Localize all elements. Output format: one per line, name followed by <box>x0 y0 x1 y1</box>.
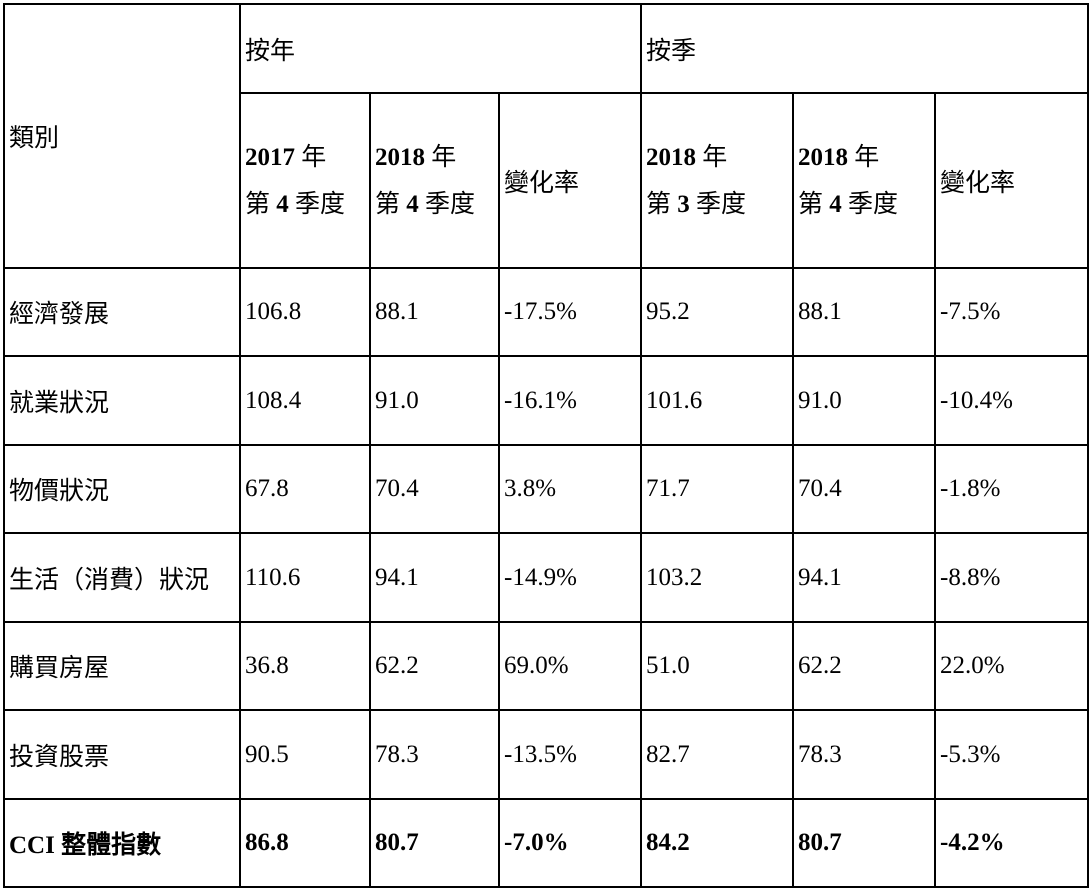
cell: 103.2 <box>640 532 794 623</box>
row-label: 物價狀況 <box>3 444 241 534</box>
cell: 95.2 <box>640 267 794 357</box>
cell: 62.2 <box>369 621 500 711</box>
cell: 94.1 <box>792 532 936 623</box>
cell: 82.7 <box>640 709 794 800</box>
cell: 69.0% <box>498 621 642 711</box>
total-cell: 84.2 <box>640 798 794 888</box>
row-label: 生活（消費）狀況 <box>3 532 241 623</box>
row-label: 就業狀況 <box>3 355 241 446</box>
cell: 110.6 <box>239 532 371 623</box>
total-cell: 86.8 <box>239 798 371 888</box>
table-row: 購買房屋 36.8 62.2 69.0% 51.0 62.2 22.0% <box>3 621 1089 711</box>
cell: 91.0 <box>792 355 936 446</box>
row-label: 經濟發展 <box>3 267 241 357</box>
cell: 88.1 <box>369 267 500 357</box>
cell: 94.1 <box>369 532 500 623</box>
header-col-2018q3: 2018 年 第 3 季度 <box>640 92 794 269</box>
cell: -8.8% <box>934 532 1089 623</box>
cell: 91.0 <box>369 355 500 446</box>
cell: 78.3 <box>369 709 500 800</box>
cell: 67.8 <box>239 444 371 534</box>
cell: -1.8% <box>934 444 1089 534</box>
cell: 108.4 <box>239 355 371 446</box>
header-change-qoq: 變化率 <box>934 92 1089 269</box>
cell: 62.2 <box>792 621 936 711</box>
table-row: 經濟發展 106.8 88.1 -17.5% 95.2 88.1 -7.5% <box>3 267 1089 357</box>
cell: -14.9% <box>498 532 642 623</box>
total-cell: -7.0% <box>498 798 642 888</box>
total-label: CCI 整體指數 <box>3 798 241 888</box>
header-col-2018q4-qoq: 2018 年 第 4 季度 <box>792 92 936 269</box>
header-yoy: 按年 <box>239 3 642 94</box>
header-qoq: 按季 <box>640 3 1089 94</box>
header-col-2017q4: 2017 年 第 4 季度 <box>239 92 371 269</box>
table-row: 生活（消費）狀況 110.6 94.1 -14.9% 103.2 94.1 -8… <box>3 532 1089 623</box>
cell: 78.3 <box>792 709 936 800</box>
cell: -13.5% <box>498 709 642 800</box>
cell: 101.6 <box>640 355 794 446</box>
total-cell: 80.7 <box>792 798 936 888</box>
cell: 71.7 <box>640 444 794 534</box>
header-category: 類別 <box>3 3 241 269</box>
cell: 106.8 <box>239 267 371 357</box>
table-row: 物價狀況 67.8 70.4 3.8% 71.7 70.4 -1.8% <box>3 444 1089 534</box>
cell: 88.1 <box>792 267 936 357</box>
cell: -7.5% <box>934 267 1089 357</box>
cell: -17.5% <box>498 267 642 357</box>
row-label: 購買房屋 <box>3 621 241 711</box>
total-cell: 80.7 <box>369 798 500 888</box>
table-row: 就業狀況 108.4 91.0 -16.1% 101.6 91.0 -10.4% <box>3 355 1089 446</box>
cell: 51.0 <box>640 621 794 711</box>
header-change-yoy: 變化率 <box>498 92 642 269</box>
cell: 90.5 <box>239 709 371 800</box>
cell: -5.3% <box>934 709 1089 800</box>
cell: 3.8% <box>498 444 642 534</box>
cell: 36.8 <box>239 621 371 711</box>
table-row-total: CCI 整體指數 86.8 80.7 -7.0% 84.2 80.7 -4.2% <box>3 798 1089 888</box>
cell: 70.4 <box>792 444 936 534</box>
table-row: 投資股票 90.5 78.3 -13.5% 82.7 78.3 -5.3% <box>3 709 1089 800</box>
cell: -16.1% <box>498 355 642 446</box>
cell: 70.4 <box>369 444 500 534</box>
cell: 22.0% <box>934 621 1089 711</box>
cci-table: 類別 按年 按季 2017 年 第 4 季度 2018 年 第 4 季度 變化率… <box>3 3 1089 888</box>
total-cell: -4.2% <box>934 798 1089 888</box>
header-col-2018q4-yoy: 2018 年 第 4 季度 <box>369 92 500 269</box>
cell: -10.4% <box>934 355 1089 446</box>
row-label: 投資股票 <box>3 709 241 800</box>
